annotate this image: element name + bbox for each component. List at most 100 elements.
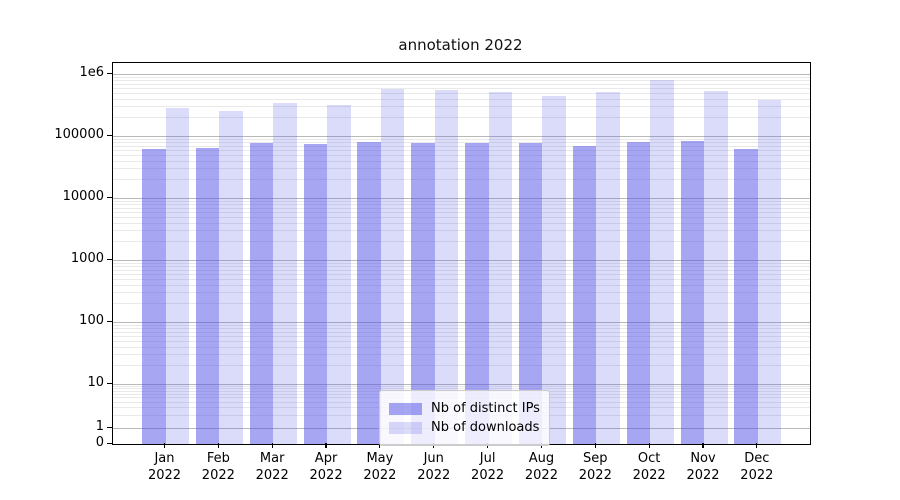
x-tick-label: Feb 2022 (201, 451, 235, 483)
x-tick-mark (217, 443, 219, 448)
bar-distinct-ips-jun (411, 142, 435, 444)
legend-swatch-downloads (389, 421, 422, 434)
bar-downloads-sep (596, 92, 620, 444)
legend-swatch-distinct-ips (389, 402, 422, 415)
minor-gridline (113, 354, 810, 356)
minor-gridline (113, 87, 810, 89)
major-gridline (113, 74, 810, 75)
minor-gridline (113, 76, 810, 78)
minor-gridline (113, 269, 810, 271)
plot-area: Nb of distinct IPs Nb of downloads (112, 62, 811, 446)
y-tick-mark (107, 258, 112, 260)
bar-distinct-ips-nov (680, 140, 704, 444)
legend: Nb of distinct IPs Nb of downloads (379, 390, 550, 446)
y-tick-mark (107, 382, 112, 384)
bar-downloads-dec (757, 100, 782, 444)
x-tick-mark (594, 443, 596, 448)
minor-gridline (113, 284, 810, 286)
minor-gridline (113, 207, 810, 209)
bar-downloads-aug (542, 96, 566, 444)
major-gridline (113, 260, 810, 261)
x-tick-label: Dec 2022 (740, 451, 774, 483)
minor-gridline (113, 335, 810, 337)
legend-entry-downloads: Nb of downloads (389, 419, 540, 436)
minor-gridline (113, 154, 810, 156)
minor-gridline (113, 346, 810, 348)
y-tick-mark (107, 134, 112, 136)
minor-gridline (113, 204, 810, 205)
minor-gridline (113, 241, 810, 243)
minor-gridline (113, 331, 810, 333)
minor-gridline (113, 386, 810, 387)
x-tick-label: Jan 2022 (147, 451, 182, 483)
minor-gridline (113, 83, 810, 85)
x-tick-label: May 2022 (363, 451, 397, 483)
minor-gridline (113, 179, 810, 181)
minor-gridline (113, 340, 810, 342)
bar-distinct-ips-apr (303, 143, 328, 444)
minor-gridline (113, 145, 810, 147)
y-tick-label: 0 (95, 435, 104, 450)
y-tick-label: 100000 (54, 127, 104, 142)
x-tick-label: Jul 2022 (471, 451, 505, 483)
bar-downloads-nov (704, 90, 728, 444)
minor-gridline (113, 149, 810, 151)
major-gridline (113, 322, 810, 323)
legend-label-downloads: Nb of downloads (431, 420, 540, 435)
bar-downloads-jul (488, 91, 513, 444)
bar-downloads-mar (273, 103, 297, 444)
minor-gridline (113, 216, 810, 218)
y-tick-label: 10000 (62, 189, 104, 204)
x-tick-label: Apr 2022 (309, 451, 343, 483)
bar-downloads-may (380, 88, 405, 444)
y-tick-label: 1e6 (79, 65, 104, 80)
y-tick-mark (107, 426, 112, 428)
minor-gridline (113, 222, 810, 224)
major-gridline (113, 384, 810, 385)
minor-gridline (113, 262, 810, 264)
minor-gridline (113, 303, 810, 305)
minor-gridline (113, 80, 810, 81)
y-tick-label: 100 (79, 313, 104, 328)
bar-distinct-ips-oct (626, 142, 651, 444)
chart-title: annotation 2022 (398, 36, 523, 54)
minor-gridline (113, 106, 810, 108)
bar-distinct-ips-dec (734, 148, 758, 444)
minor-gridline (113, 211, 810, 213)
minor-gridline (113, 92, 810, 94)
bar-downloads-jan (165, 107, 189, 444)
minor-gridline (113, 292, 810, 294)
y-tick-mark (107, 442, 112, 444)
minor-gridline (113, 230, 810, 232)
bar-distinct-ips-jan (142, 149, 166, 444)
x-tick-mark (756, 443, 758, 448)
bar-distinct-ips-may (357, 141, 381, 444)
bar-distinct-ips-aug (518, 142, 543, 444)
x-tick-label: Oct 2022 (632, 451, 666, 483)
legend-entry-distinct-ips: Nb of distinct IPs (389, 400, 540, 417)
legend-label-distinct-ips: Nb of distinct IPs (431, 401, 540, 416)
bar-distinct-ips-jul (465, 142, 489, 444)
major-gridline (113, 136, 810, 137)
x-tick-label: Aug 2022 (524, 451, 558, 483)
x-tick-mark (163, 443, 166, 448)
minor-gridline (113, 160, 810, 162)
x-tick-label: Jun 2022 (417, 451, 451, 483)
y-tick-label: 1 (95, 419, 104, 434)
x-tick-mark (648, 443, 650, 448)
bar-distinct-ips-mar (249, 142, 274, 444)
minor-gridline (113, 388, 810, 390)
bar-downloads-jun (434, 90, 459, 444)
x-tick-label: Nov 2022 (686, 451, 720, 483)
minor-gridline (113, 117, 810, 119)
minor-gridline (113, 365, 810, 367)
bar-distinct-ips-feb (195, 148, 220, 444)
minor-gridline (113, 142, 810, 143)
bar-downloads-apr (327, 105, 351, 444)
minor-gridline (113, 328, 810, 329)
minor-gridline (113, 98, 810, 100)
bar-distinct-ips-sep (572, 145, 597, 444)
y-tick-label: 1000 (70, 251, 104, 266)
y-tick-mark (107, 320, 112, 322)
